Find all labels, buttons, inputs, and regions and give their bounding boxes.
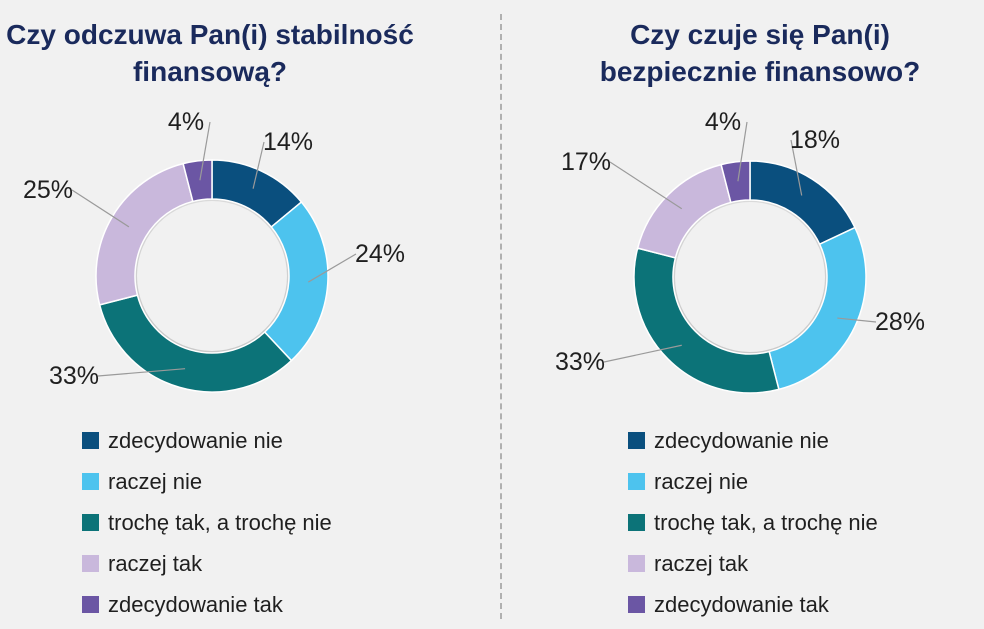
leader-line (97, 368, 186, 377)
leader-line (199, 121, 211, 181)
legend-item: zdecydowanie tak (82, 584, 332, 625)
legend-swatch-zdecydowanie-tak (82, 596, 99, 613)
leader-line (603, 344, 682, 363)
data-label-zdecydowanie-nie: 14% (263, 128, 313, 156)
legend-item: raczej nie (82, 461, 332, 502)
data-label-raczej-nie: 24% (355, 240, 405, 268)
leader-line (308, 253, 357, 283)
legend-swatch-troche (628, 514, 645, 531)
chart-panel-left: 14% 24% 33% 25% 4% Czy odczuwa Pan(i) stabil… (6, 19, 414, 625)
legend-item: trochę tak, a trochę nie (628, 502, 878, 543)
legend-label: raczej nie (108, 468, 203, 494)
legend-item: trochę tak, a trochę nie (82, 502, 332, 543)
legend-item: raczej tak (82, 543, 332, 584)
donut-hole (137, 201, 287, 351)
data-label-raczej-tak: 17% (561, 148, 611, 176)
leader-line (609, 161, 683, 210)
leader-line (737, 121, 748, 182)
donut-hole (675, 202, 825, 352)
legend-left: zdecydowanie nie raczej nie trochę tak, … (82, 420, 332, 625)
legend-item: zdecydowanie nie (628, 420, 878, 461)
leader-line (837, 317, 877, 323)
legend-item: raczej tak (628, 543, 878, 584)
leader-line (71, 189, 130, 228)
donut-slice-zdecydowanie-tak (720, 160, 751, 204)
chart-panel-right: 18% 28% 33% 17% 4% Czy czuje się Pan(i) bezp… (492, 0, 984, 629)
legend-swatch-troche (82, 514, 99, 531)
legend-right: zdecydowanie nie raczej nie trochę tak, … (628, 420, 878, 625)
legend-item: zdecydowanie tak (628, 584, 878, 625)
legend-swatch-zdecydowanie-nie (82, 432, 99, 449)
data-label-troche: 33% (49, 362, 99, 390)
data-label-zdecydowanie-tak: 4% (705, 108, 741, 136)
legend-label: raczej nie (654, 468, 749, 494)
legend-label: zdecydowanie tak (654, 591, 829, 617)
legend-label: zdecydowanie nie (654, 427, 829, 453)
legend-label: trochę tak, a trochę nie (108, 509, 332, 535)
chart-title-stability: Czy odczuwa Pan(i) stabilność finansową? (6, 19, 414, 87)
data-label-raczej-nie: 28% (875, 308, 925, 336)
legend-swatch-raczej-tak (82, 555, 99, 572)
legend-label: trochę tak, a trochę nie (654, 509, 878, 535)
legend-swatch-raczej-nie (628, 473, 645, 490)
donut-slice-troche (633, 247, 780, 394)
data-label-troche: 33% (555, 348, 605, 376)
legend-swatch-zdecydowanie-nie (628, 432, 645, 449)
donut-slice-zdecydowanie-tak (182, 159, 213, 203)
donut-chart-security: 18% 28% 33% 17% 4% (555, 108, 925, 394)
data-label-raczej-tak: 25% (23, 176, 73, 204)
donut-slice-troche (98, 294, 293, 393)
panel-divider (500, 14, 502, 619)
legend-swatch-raczej-tak (628, 555, 645, 572)
legend-label: raczej tak (654, 550, 749, 576)
data-label-zdecydowanie-tak: 4% (168, 108, 204, 136)
chart-title-security: Czy czuje się Pan(i) bezpiecznie finanso… (599, 19, 921, 87)
donut-chart-stability: 14% 24% 33% 25% 4% (23, 108, 405, 393)
leader-line (252, 141, 265, 189)
leader-line (790, 139, 803, 196)
legend-swatch-zdecydowanie-tak (628, 596, 645, 613)
legend-label: zdecydowanie tak (108, 591, 283, 617)
data-label-zdecydowanie-nie: 18% (790, 126, 840, 154)
legend-item: raczej nie (628, 461, 878, 502)
legend-swatch-raczej-nie (82, 473, 99, 490)
legend-label: zdecydowanie nie (108, 427, 283, 453)
legend-item: zdecydowanie nie (82, 420, 332, 461)
legend-label: raczej tak (108, 550, 203, 576)
